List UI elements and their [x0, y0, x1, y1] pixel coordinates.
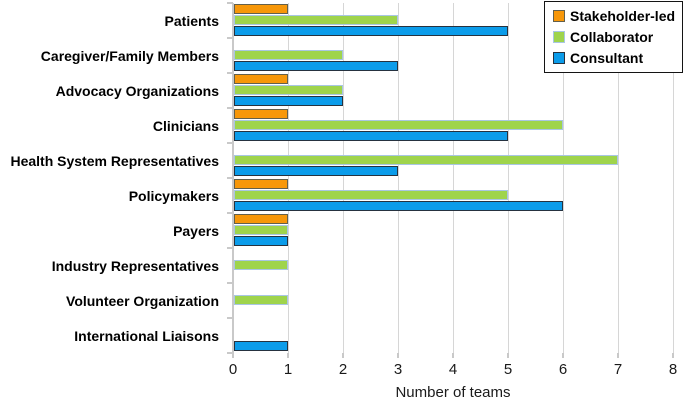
y-axis-tick-7 [227, 247, 233, 249]
bar-collaborator-6 [234, 225, 288, 236]
y-axis-tick-6 [227, 212, 233, 214]
gridline-x-4 [453, 3, 454, 353]
x-tick-label-7: 7 [613, 361, 623, 378]
x-tick-label-6: 6 [558, 361, 568, 378]
bar-collaborator-5 [234, 190, 508, 201]
y-axis-tick-8 [227, 282, 233, 284]
x-axis-tick-0 [232, 353, 234, 358]
x-tick-label-4: 4 [448, 361, 458, 378]
y-axis-line [232, 3, 234, 353]
gridline-x-6 [563, 3, 564, 353]
gridline-x-1 [288, 3, 289, 353]
bar-collaborator-8 [234, 295, 288, 306]
x-tick-label-8: 8 [668, 361, 678, 378]
legend: Stakeholder-led Collaborator Consultant [544, 1, 684, 73]
category-label-9: International Liaisons [74, 327, 219, 344]
bar-collaborator-2 [234, 85, 343, 96]
y-axis-tick-2 [227, 72, 233, 74]
bar-stakeholder-led-5 [234, 179, 288, 190]
legend-label: Consultant [570, 50, 644, 66]
bar-stakeholder-led-2 [234, 74, 288, 85]
x-tick-label-5: 5 [503, 361, 513, 378]
category-label-2: Advocacy Organizations [55, 82, 219, 99]
bar-consultant-3 [234, 130, 508, 141]
gridline-x-3 [398, 3, 399, 353]
x-tick-label-3: 3 [393, 361, 403, 378]
legend-item-collaborator: Collaborator [553, 29, 675, 45]
bar-consultant-4 [234, 165, 398, 176]
bar-consultant-9 [234, 340, 288, 351]
category-label-6: Payers [173, 222, 219, 239]
gridline-x-7 [618, 3, 619, 353]
x-axis-tick-5 [507, 353, 509, 358]
bar-stakeholder-led-3 [234, 109, 288, 120]
x-axis-tick-4 [452, 353, 454, 358]
y-axis-tick-0 [227, 2, 233, 4]
bar-collaborator-1 [234, 50, 343, 61]
collaborator-swatch-icon [553, 31, 565, 43]
category-label-4: Health System Representatives [10, 152, 219, 169]
consultant-swatch-icon [553, 52, 565, 64]
category-label-1: Caregiver/Family Members [40, 47, 219, 64]
bar-consultant-6 [234, 235, 288, 246]
legend-item-consultant: Consultant [553, 50, 675, 66]
category-label-5: Policymakers [128, 187, 219, 204]
x-tick-label-0: 0 [228, 361, 238, 378]
x-axis-tick-8 [672, 353, 674, 358]
bar-consultant-5 [234, 200, 563, 211]
category-label-0: Patients [164, 12, 219, 29]
bar-collaborator-0 [234, 15, 398, 26]
x-axis-tick-3 [397, 353, 399, 358]
gridline-x-5 [508, 3, 509, 353]
bar-consultant-0 [234, 25, 508, 36]
y-axis-tick-5 [227, 177, 233, 179]
gridline-x-8 [673, 3, 674, 353]
bar-collaborator-3 [234, 120, 563, 131]
x-axis-tick-2 [342, 353, 344, 358]
gridline-x-2 [343, 3, 344, 353]
category-label-7: Industry Representatives [51, 257, 219, 274]
y-axis-tick-10 [227, 352, 233, 354]
legend-label: Stakeholder-led [570, 8, 676, 24]
category-label-3: Clinicians [152, 117, 219, 134]
x-axis-tick-1 [287, 353, 289, 358]
category-label-8: Volunteer Organization [66, 292, 219, 309]
x-tick-label-2: 2 [338, 361, 348, 378]
bar-collaborator-7 [234, 260, 288, 271]
y-axis-tick-4 [227, 142, 233, 144]
bar-collaborator-4 [234, 155, 618, 166]
x-tick-label-1: 1 [283, 361, 293, 378]
y-axis-tick-9 [227, 317, 233, 319]
x-axis-tick-6 [562, 353, 564, 358]
bar-stakeholder-led-6 [234, 214, 288, 225]
bar-consultant-2 [234, 95, 343, 106]
stakeholder-led-swatch-icon [553, 10, 565, 22]
bar-consultant-1 [234, 60, 398, 71]
legend-label: Collaborator [570, 29, 654, 45]
x-axis-title: Number of teams [395, 384, 511, 401]
x-axis-tick-7 [617, 353, 619, 358]
bar-stakeholder-led-0 [234, 4, 288, 15]
y-axis-tick-3 [227, 107, 233, 109]
legend-item-stakeholder-led: Stakeholder-led [553, 8, 675, 24]
y-axis-tick-1 [227, 37, 233, 39]
